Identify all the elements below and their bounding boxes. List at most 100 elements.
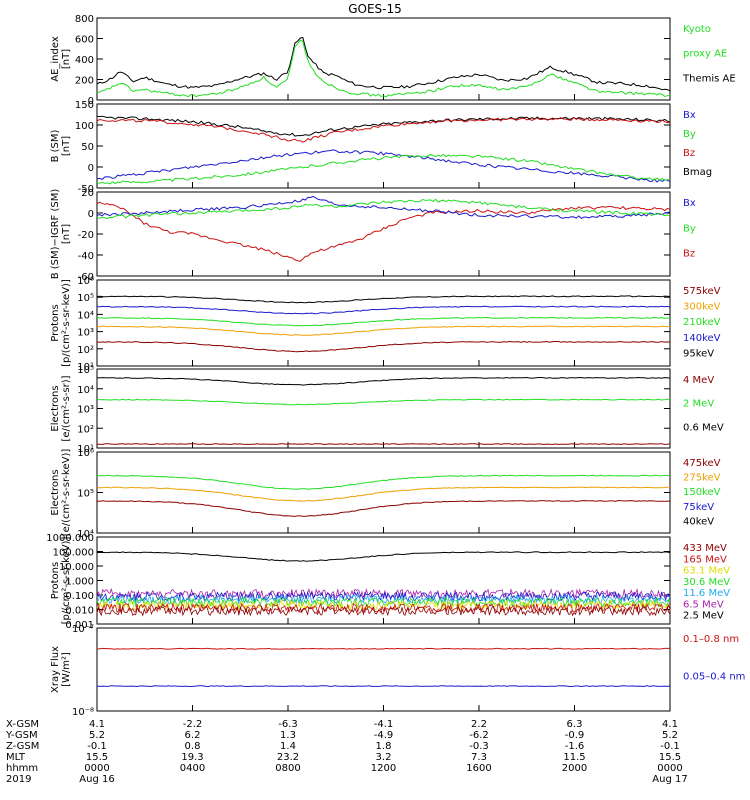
series-line-2-5-mev bbox=[96, 551, 671, 562]
legend-label: 40keV bbox=[683, 516, 714, 527]
y-tick-label: 10² bbox=[77, 345, 94, 356]
legend-label: 475keV bbox=[683, 458, 721, 469]
proton-noise-band bbox=[96, 605, 671, 617]
series-line-475kev bbox=[96, 499, 671, 517]
footer-value: 1200 bbox=[371, 763, 396, 774]
y-tick-label: 10² bbox=[77, 424, 94, 435]
footer-value: -6.3 bbox=[278, 719, 298, 730]
legend-label: 300keV bbox=[683, 302, 721, 313]
plot-title: GOES-15 bbox=[348, 2, 402, 16]
footer-value: -0.9 bbox=[565, 730, 585, 741]
y-axis-label: [nT] bbox=[61, 224, 72, 244]
y-tick-label: 10¹ bbox=[77, 362, 94, 373]
legend-label: 2.5 MeV bbox=[683, 611, 724, 622]
legend-label: Bmag bbox=[683, 167, 712, 178]
series-line-0-6-mev bbox=[96, 376, 671, 386]
legend-label: 95keV bbox=[683, 348, 714, 359]
panel-xray: 10⁻⁸ 10⁻⁷ Xray Flux [W/m²] 0.1–0.8 nm 0.05–0.… bbox=[50, 624, 745, 718]
legend-label: proxy AE bbox=[683, 49, 727, 60]
footer-value: 15.5 bbox=[659, 752, 681, 763]
footer-value: 0000 bbox=[657, 763, 682, 774]
footer-row-label: Z-GSM bbox=[6, 741, 39, 752]
y-axis-label: B (SM) bbox=[50, 129, 61, 162]
footer-value: 6.3 bbox=[567, 719, 583, 730]
panel-frame bbox=[96, 368, 671, 449]
proton-noise-band bbox=[96, 590, 671, 602]
y-axis-label: Xray Flux bbox=[50, 646, 61, 693]
y-tick-label: 10⁴ bbox=[77, 310, 94, 321]
y-tick-label: 150 bbox=[75, 100, 94, 111]
series-line-bz bbox=[96, 201, 671, 262]
footer-value: -0.1 bbox=[87, 741, 107, 752]
panel-bigrf: -60 -40 -20 0 20 B (SM)−IGRF (SM) [nT] Bx By Bz bbox=[50, 188, 696, 283]
y-axis-label: Protons bbox=[50, 304, 61, 341]
y-tick-label: 10⁶ bbox=[77, 276, 94, 287]
y-tick-label: -20 bbox=[78, 230, 94, 241]
legend-label: Bx bbox=[683, 198, 696, 209]
legend-label: 30.6 MeV bbox=[683, 577, 730, 588]
legend-label: 0.05–0.4 nm bbox=[683, 672, 745, 683]
footer-row-label: MLT bbox=[6, 752, 26, 763]
y-tick-label: 800 bbox=[75, 14, 94, 25]
series-line-2-mev bbox=[96, 398, 671, 406]
series-line-210kev bbox=[96, 316, 671, 327]
legend-label: By bbox=[683, 129, 696, 140]
footer-value: -0.3 bbox=[469, 741, 489, 752]
y-tick-label: 10⁵ bbox=[77, 365, 94, 376]
y-tick-label: 10⁻⁷ bbox=[72, 624, 94, 635]
y-tick-label: 0.100 bbox=[65, 591, 94, 602]
legend-label: 2 MeV bbox=[683, 399, 714, 410]
y-axis-label: Electrons bbox=[50, 385, 61, 431]
footer-value: -2.2 bbox=[183, 719, 203, 730]
y-axis-label: [p/(cm²-s-sr-keV)] bbox=[61, 279, 72, 367]
footer-value: -0.1 bbox=[660, 741, 680, 752]
y-tick-label: 400 bbox=[75, 55, 94, 66]
y-tick-label: -50 bbox=[78, 184, 94, 195]
y-axis-label: [e/(cm²-s-sr-keV)] bbox=[61, 449, 72, 537]
series-line-by bbox=[96, 198, 671, 220]
panel-electrons2: 10⁴ 10⁵ 10⁶ Electrons [e/(cm²-s-sr-keV)] 475k… bbox=[50, 448, 721, 540]
footer-value: 23.2 bbox=[277, 752, 299, 763]
footer-value: 4.1 bbox=[89, 719, 105, 730]
legend-label: 4 MeV bbox=[683, 375, 714, 386]
legend-label: 75keV bbox=[683, 502, 714, 513]
footer-row-label: hhmm bbox=[6, 763, 38, 774]
footer-value: Aug 16 bbox=[79, 774, 114, 785]
series-line-4-mev bbox=[96, 443, 671, 445]
panel-electrons1: 10¹ 10² 10³ 10⁴ 10⁵ Electrons [e/(cm²-s-sr)] 4 … bbox=[50, 365, 724, 455]
series-line-0-05-0-4-nm bbox=[96, 685, 671, 688]
series-line-95kev bbox=[96, 295, 671, 304]
legend-label: 0.6 MeV bbox=[683, 422, 724, 433]
legend-label: 433 MeV bbox=[683, 543, 727, 554]
y-tick-label: 0 bbox=[88, 209, 94, 220]
y-tick-label: 10⁵ bbox=[77, 489, 94, 500]
legend-label: By bbox=[683, 223, 696, 234]
footer-ephemeris: X-GSM 4.1 -2.2 -6.3 -4.1 2.2 6.3 4.1 Y-GSM 5.2 6.2… bbox=[5, 719, 688, 785]
y-tick-label: 10⁵ bbox=[77, 293, 94, 304]
panel-frame bbox=[96, 103, 671, 189]
series-line-150kev bbox=[96, 474, 671, 490]
footer-row-label: Y-GSM bbox=[5, 730, 38, 741]
series-line-bx bbox=[96, 149, 671, 183]
footer-value: 2000 bbox=[562, 763, 587, 774]
footer-value: 4.1 bbox=[662, 719, 678, 730]
series-line-140kev bbox=[96, 305, 671, 315]
legend-label: 0.1–0.8 nm bbox=[683, 634, 739, 645]
y-axis-label: AE_index bbox=[50, 36, 61, 82]
series-line-bz bbox=[96, 117, 671, 143]
y-tick-label: 10⁻⁸ bbox=[72, 707, 94, 718]
footer-value: 2.2 bbox=[471, 719, 487, 730]
series-line-300kev bbox=[97, 325, 671, 336]
y-tick-label: 1000.000 bbox=[46, 533, 94, 544]
footer-value: 0800 bbox=[275, 763, 300, 774]
y-tick-label: -60 bbox=[78, 272, 94, 283]
footer-value: -4.9 bbox=[374, 730, 394, 741]
legend-label: 575keV bbox=[683, 286, 721, 297]
legend-label: 165 MeV bbox=[683, 554, 727, 565]
panel-frame bbox=[96, 279, 671, 367]
footer-value: -6.2 bbox=[469, 730, 489, 741]
panel-frame bbox=[96, 191, 671, 277]
series-line-275kev bbox=[96, 486, 670, 502]
series-line-themis-ae bbox=[96, 36, 671, 92]
